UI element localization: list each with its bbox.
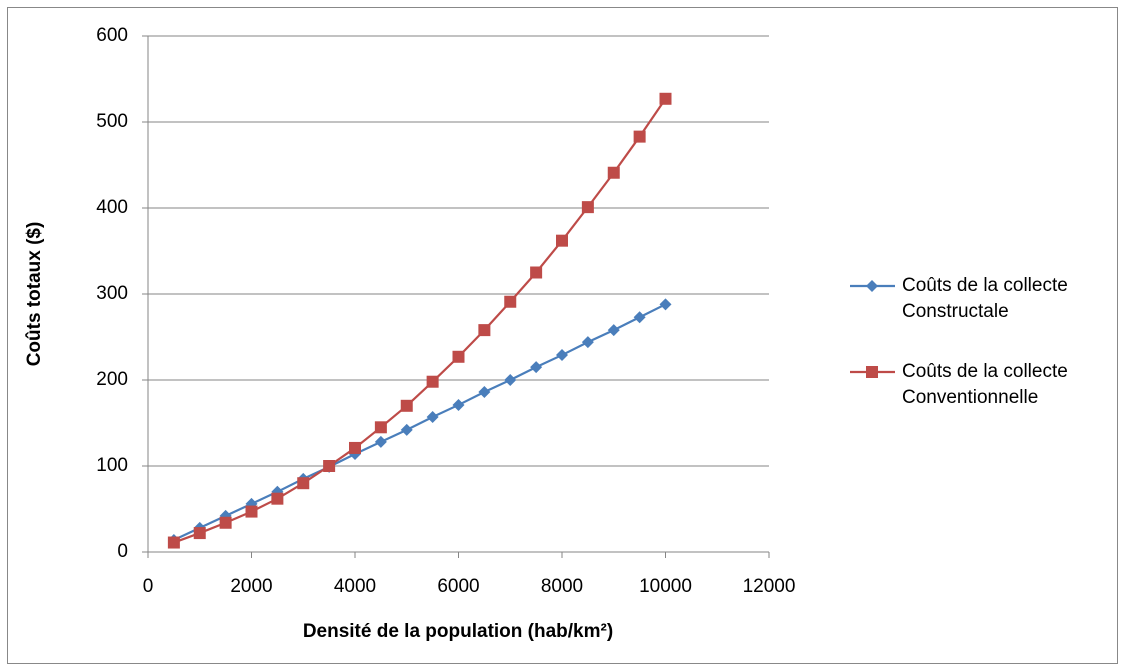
point <box>607 166 620 179</box>
y-tick-label: 200 <box>96 369 128 390</box>
x-tick-label: 8000 <box>541 576 583 597</box>
legend-label: Coûts de la collecte Conventionnelle <box>902 361 1068 408</box>
y-tick-label: 600 <box>96 25 128 46</box>
point <box>478 324 491 337</box>
x-tick-label: 12000 <box>743 576 796 597</box>
x-tick-label: 0 <box>143 576 154 597</box>
point <box>400 423 413 436</box>
point <box>349 441 361 454</box>
y-tick-label: 400 <box>96 197 128 218</box>
point <box>607 324 620 337</box>
legend-marker <box>866 366 878 378</box>
series-line <box>173 303 666 541</box>
x-tick-label: 2000 <box>230 576 272 597</box>
point <box>323 460 336 472</box>
legend-marker <box>866 280 878 292</box>
x-tick-label: 10000 <box>639 576 692 597</box>
point <box>581 201 594 214</box>
x-axis-title: Densité de la population (hab/km²) <box>303 621 613 642</box>
y-axis-title: Coûts totaux ($) <box>24 222 45 367</box>
point <box>400 399 413 412</box>
y-tick-label: 100 <box>96 455 128 476</box>
legend-label: Coûts de la collecte Constructale <box>902 275 1068 322</box>
point <box>556 234 568 247</box>
y-tick-label: 300 <box>96 283 128 304</box>
point <box>633 311 646 324</box>
point <box>659 298 672 311</box>
point <box>452 350 465 363</box>
point <box>556 349 568 362</box>
point <box>193 527 206 540</box>
point <box>452 398 465 411</box>
point <box>167 536 180 549</box>
point <box>374 435 387 448</box>
point <box>478 386 491 399</box>
point <box>530 266 543 279</box>
y-tick-label: 0 <box>117 541 128 562</box>
point <box>219 516 232 529</box>
point <box>504 295 517 308</box>
y-tick-label: 500 <box>96 111 128 132</box>
point <box>271 492 284 505</box>
point <box>426 410 439 423</box>
point <box>504 374 517 386</box>
x-tick-label: 6000 <box>437 576 479 597</box>
point <box>297 477 310 490</box>
point <box>633 130 646 143</box>
point <box>426 375 439 388</box>
point <box>659 92 672 105</box>
x-tick-label: 4000 <box>334 576 376 597</box>
point <box>374 421 387 434</box>
point <box>245 505 258 518</box>
point <box>581 336 594 349</box>
point <box>530 361 543 374</box>
chart-border <box>7 7 1118 664</box>
